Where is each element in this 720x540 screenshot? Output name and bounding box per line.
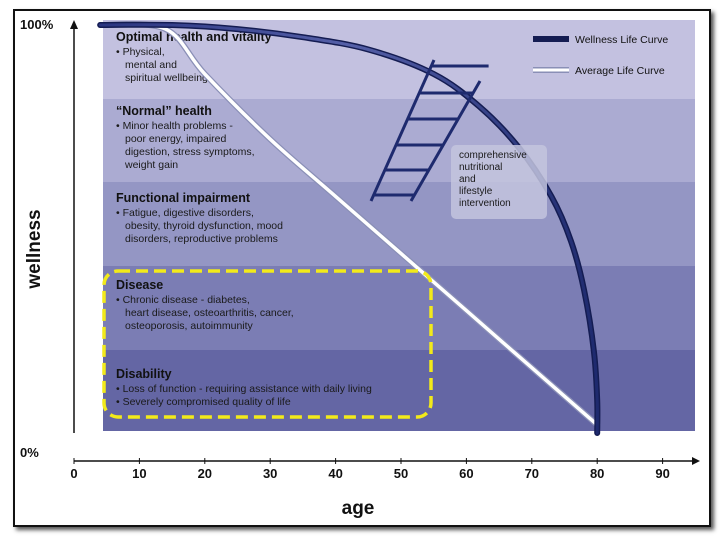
x-tick-label: 40 [328,466,342,481]
x-tick-label: 10 [132,466,146,481]
ladder-layer [369,59,489,202]
x-tick-label: 70 [525,466,539,481]
average-life-curve [98,22,599,427]
callout-text-line: intervention [459,198,511,209]
band-text-line: • Severely compromised quality of life [116,396,291,408]
y-axis-title: wellness [24,209,45,289]
y-axis-arrow [70,20,78,29]
chart-frame: Optimal health and vitality • Physical, me… [13,9,711,527]
band-text-line: osteoporosis, autoimmunity [125,320,254,332]
band-text-line: digestion, stress symptoms, [125,146,255,158]
x-tick-label: 30 [263,466,277,481]
band-title-disability: Disability [116,367,172,381]
band-title-normal-health: “Normal” health [116,104,212,118]
ladder-rail [409,80,482,202]
ladder-rail [369,59,436,202]
band-title-optimal-health-and-vitality: Optimal health and vitality [116,30,272,44]
band-3 [103,266,695,350]
band-title-disease: Disease [116,278,163,292]
x-tick-label: 0 [70,466,77,481]
y-tick-label-100: 100% [20,17,54,32]
legend-label-average: Average Life Curve [575,65,665,77]
x-tick-label: 80 [590,466,604,481]
band-text-line: • Chronic disease - diabetes, [116,294,250,306]
x-axis-title: age [342,498,375,519]
callout-text-line: and [459,174,476,185]
x-tick-label: 90 [655,466,669,481]
callout-text-line: comprehensive [459,150,527,161]
band-text-line: • Physical, [116,46,165,58]
band-text-line: spiritual wellbeing [125,72,208,84]
band-text-line: weight gain [124,159,178,171]
legend-label-wellness: Wellness Life Curve [575,34,668,46]
callout-text-line: nutritional [459,162,502,173]
wellness-life-curve [98,23,599,435]
callout-box [451,145,547,219]
callout-layer: comprehensivenutritionalandlifestyleinte… [451,145,547,219]
band-text-layer: Optimal health and vitality • Physical,me… [116,30,372,408]
band-text-line: • Fatigue, digestive disorders, [116,207,254,219]
x-tick-label: 20 [198,466,212,481]
legend-layer: Wellness Life Curve Average Life Curve [533,34,668,77]
axes-layer: 0 10 20 30 40 50 60 70 80 90 0% 100% age wellness [20,17,700,519]
chart-svg: Optimal health and vitality • Physical,me… [20,17,700,519]
band-text-line: mental and [125,59,177,71]
band-title-functional-impairment: Functional impairment [116,191,251,205]
highlight-layer [102,269,433,419]
band-text-line: heart disease, osteoarthritis, cancer, [125,307,294,319]
y-tick-label-0: 0% [20,445,39,460]
band-text-line: disorders, reproductive problems [125,233,278,245]
x-axis-arrow [692,457,700,465]
x-tick-label: 60 [459,466,473,481]
band-text-line: • Minor health problems - [116,120,233,132]
curves-layer [97,21,601,436]
highlight-box [102,269,433,419]
x-tick-label: 50 [394,466,408,481]
band-text-line: obesity, thyroid dysfunction, mood [125,220,283,232]
band-text-line: poor energy, impaired [125,133,227,145]
band-text-line: • Loss of function - requiring assistanc… [116,383,372,395]
callout-text-line: lifestyle [459,186,493,197]
